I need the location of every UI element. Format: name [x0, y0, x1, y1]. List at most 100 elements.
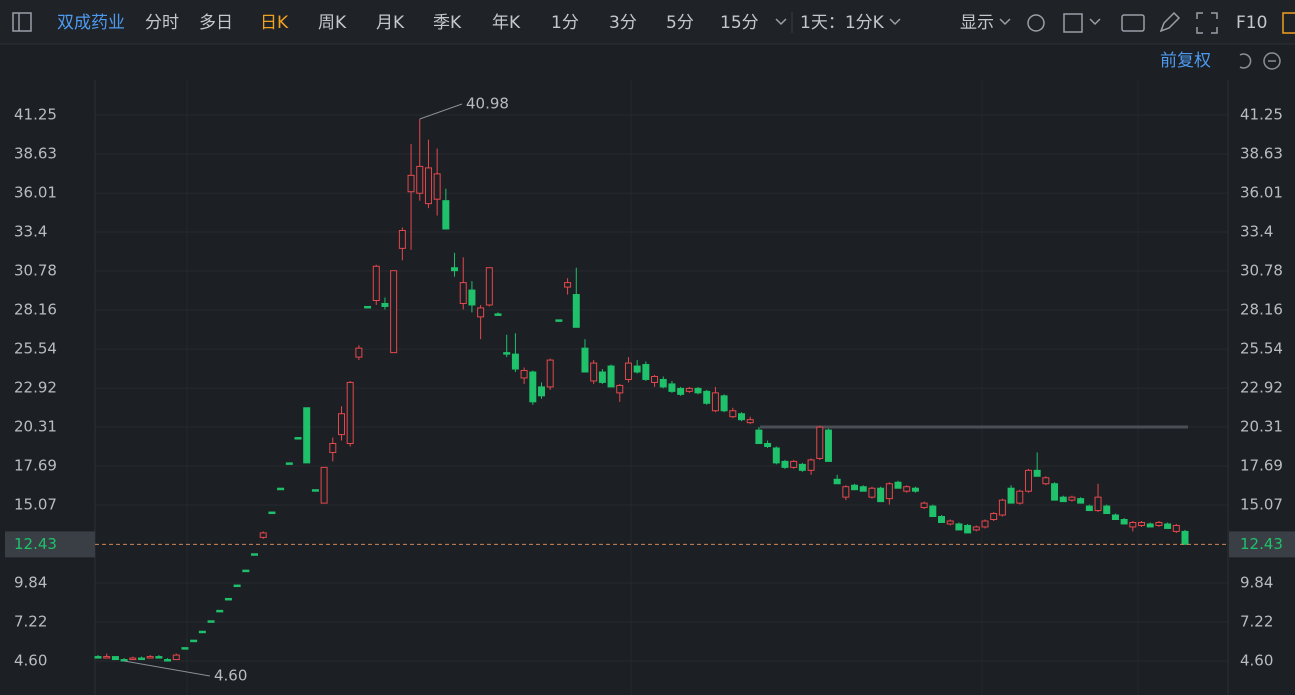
tab[interactable]: 季K [433, 13, 462, 33]
candle-body [294, 437, 302, 440]
candle-body [1051, 483, 1059, 501]
y-tick-label: 20.31 [14, 417, 57, 435]
candle-body [511, 353, 519, 370]
side-panel-toggle[interactable] [1282, 12, 1295, 34]
candle-body [164, 659, 172, 662]
candle-body [903, 486, 911, 492]
candle-body [1111, 514, 1119, 520]
candle-body [824, 429, 832, 462]
candle-body [1024, 469, 1032, 492]
zoom-out-icon[interactable] [1263, 52, 1281, 70]
y-tick-label: 9.84 [14, 573, 47, 591]
candle-body [1059, 496, 1067, 503]
candle-body [938, 516, 946, 523]
candle-body [451, 267, 459, 272]
y-tick-label-right: 17.69 [1240, 457, 1283, 475]
tab[interactable]: 多日 [199, 13, 233, 33]
tab[interactable]: 1分 [551, 13, 579, 33]
y-tick-label: 17.69 [14, 457, 57, 475]
candle-body [111, 656, 119, 661]
toolbar [0, 0, 1295, 44]
candle-body [1042, 477, 1050, 485]
candle-body [711, 392, 719, 412]
y-tick-label-right: 4.60 [1240, 652, 1273, 670]
draw-box-icon[interactable] [1063, 13, 1083, 33]
min-pointer [124, 660, 211, 677]
camera-icon[interactable] [1121, 14, 1145, 32]
candle-body [607, 365, 615, 388]
candle-body [259, 532, 267, 538]
more-chevron[interactable] [775, 18, 787, 26]
candle-body [998, 499, 1006, 516]
undo-icon[interactable] [1239, 53, 1252, 69]
stock-name[interactable]: 双成药业 [57, 13, 125, 33]
candle-body [468, 289, 476, 306]
candle-body [772, 447, 780, 464]
candle-body [137, 657, 145, 661]
candle-body [920, 502, 928, 509]
tab[interactable]: 周K [318, 13, 347, 33]
period-select[interactable]: 1天：1分K [800, 13, 885, 33]
candle-body [624, 362, 632, 380]
candle-body [1103, 505, 1111, 515]
candle-body [738, 413, 746, 421]
candle-body [894, 481, 902, 489]
draw-chevron [1089, 18, 1101, 26]
candle-body [1172, 524, 1180, 532]
y-tick-label: 36.01 [14, 184, 57, 202]
display-menu[interactable]: 显示 [960, 13, 994, 33]
f10-button[interactable]: F10 [1236, 13, 1267, 33]
candle-body [329, 443, 337, 453]
sidebar-toggle[interactable] [12, 12, 32, 32]
candle-body [303, 407, 311, 464]
candle-body [877, 487, 885, 503]
candle-body [442, 200, 450, 230]
candle-body [120, 659, 128, 662]
last-price-box-right [1229, 531, 1295, 558]
tab[interactable]: 3分 [609, 13, 637, 33]
candle-body [816, 426, 824, 459]
y-tick-label-right: 15.07 [1240, 496, 1283, 514]
tab[interactable]: 分时 [145, 13, 179, 33]
candle-body [207, 620, 215, 623]
candle-body [764, 443, 772, 447]
candle-body [355, 347, 363, 358]
y-tick-label: 33.4 [14, 222, 47, 240]
max-pointer [419, 103, 463, 120]
candle-body [1094, 496, 1102, 512]
tab[interactable]: 5分 [666, 13, 694, 33]
candle-body [581, 347, 589, 373]
pen-icon[interactable] [1159, 11, 1181, 33]
adjust-select[interactable]: 前复权 [1160, 51, 1211, 71]
candle-body [477, 307, 485, 318]
candle-body [642, 364, 650, 380]
tab[interactable]: 月K [376, 13, 405, 33]
candle-body [320, 466, 328, 504]
settings-icon[interactable] [1027, 14, 1045, 32]
candle-body [685, 387, 693, 392]
fullscreen-icon[interactable] [1196, 12, 1218, 34]
candle-body [746, 419, 754, 424]
candle-body [1016, 490, 1024, 504]
display-chevron [999, 18, 1011, 26]
candle-body [911, 487, 919, 492]
candle-body [868, 487, 876, 498]
candle-body [564, 282, 572, 288]
candle-body [94, 656, 102, 659]
candle-body [1138, 521, 1146, 526]
candle-body [1146, 523, 1154, 528]
tab[interactable]: 年K [492, 13, 521, 33]
tab-active[interactable]: 日K [260, 13, 289, 33]
candle-body [555, 319, 563, 322]
tab[interactable]: 15分 [720, 13, 759, 33]
candle-body [694, 387, 702, 394]
candle-body [755, 429, 763, 445]
candle-body [668, 383, 676, 392]
candle-body [390, 270, 398, 354]
y-tick-label: 28.16 [14, 301, 57, 319]
candle-body [1007, 487, 1015, 504]
candle-body [129, 657, 137, 661]
y-tick-label: 41.25 [14, 106, 57, 124]
